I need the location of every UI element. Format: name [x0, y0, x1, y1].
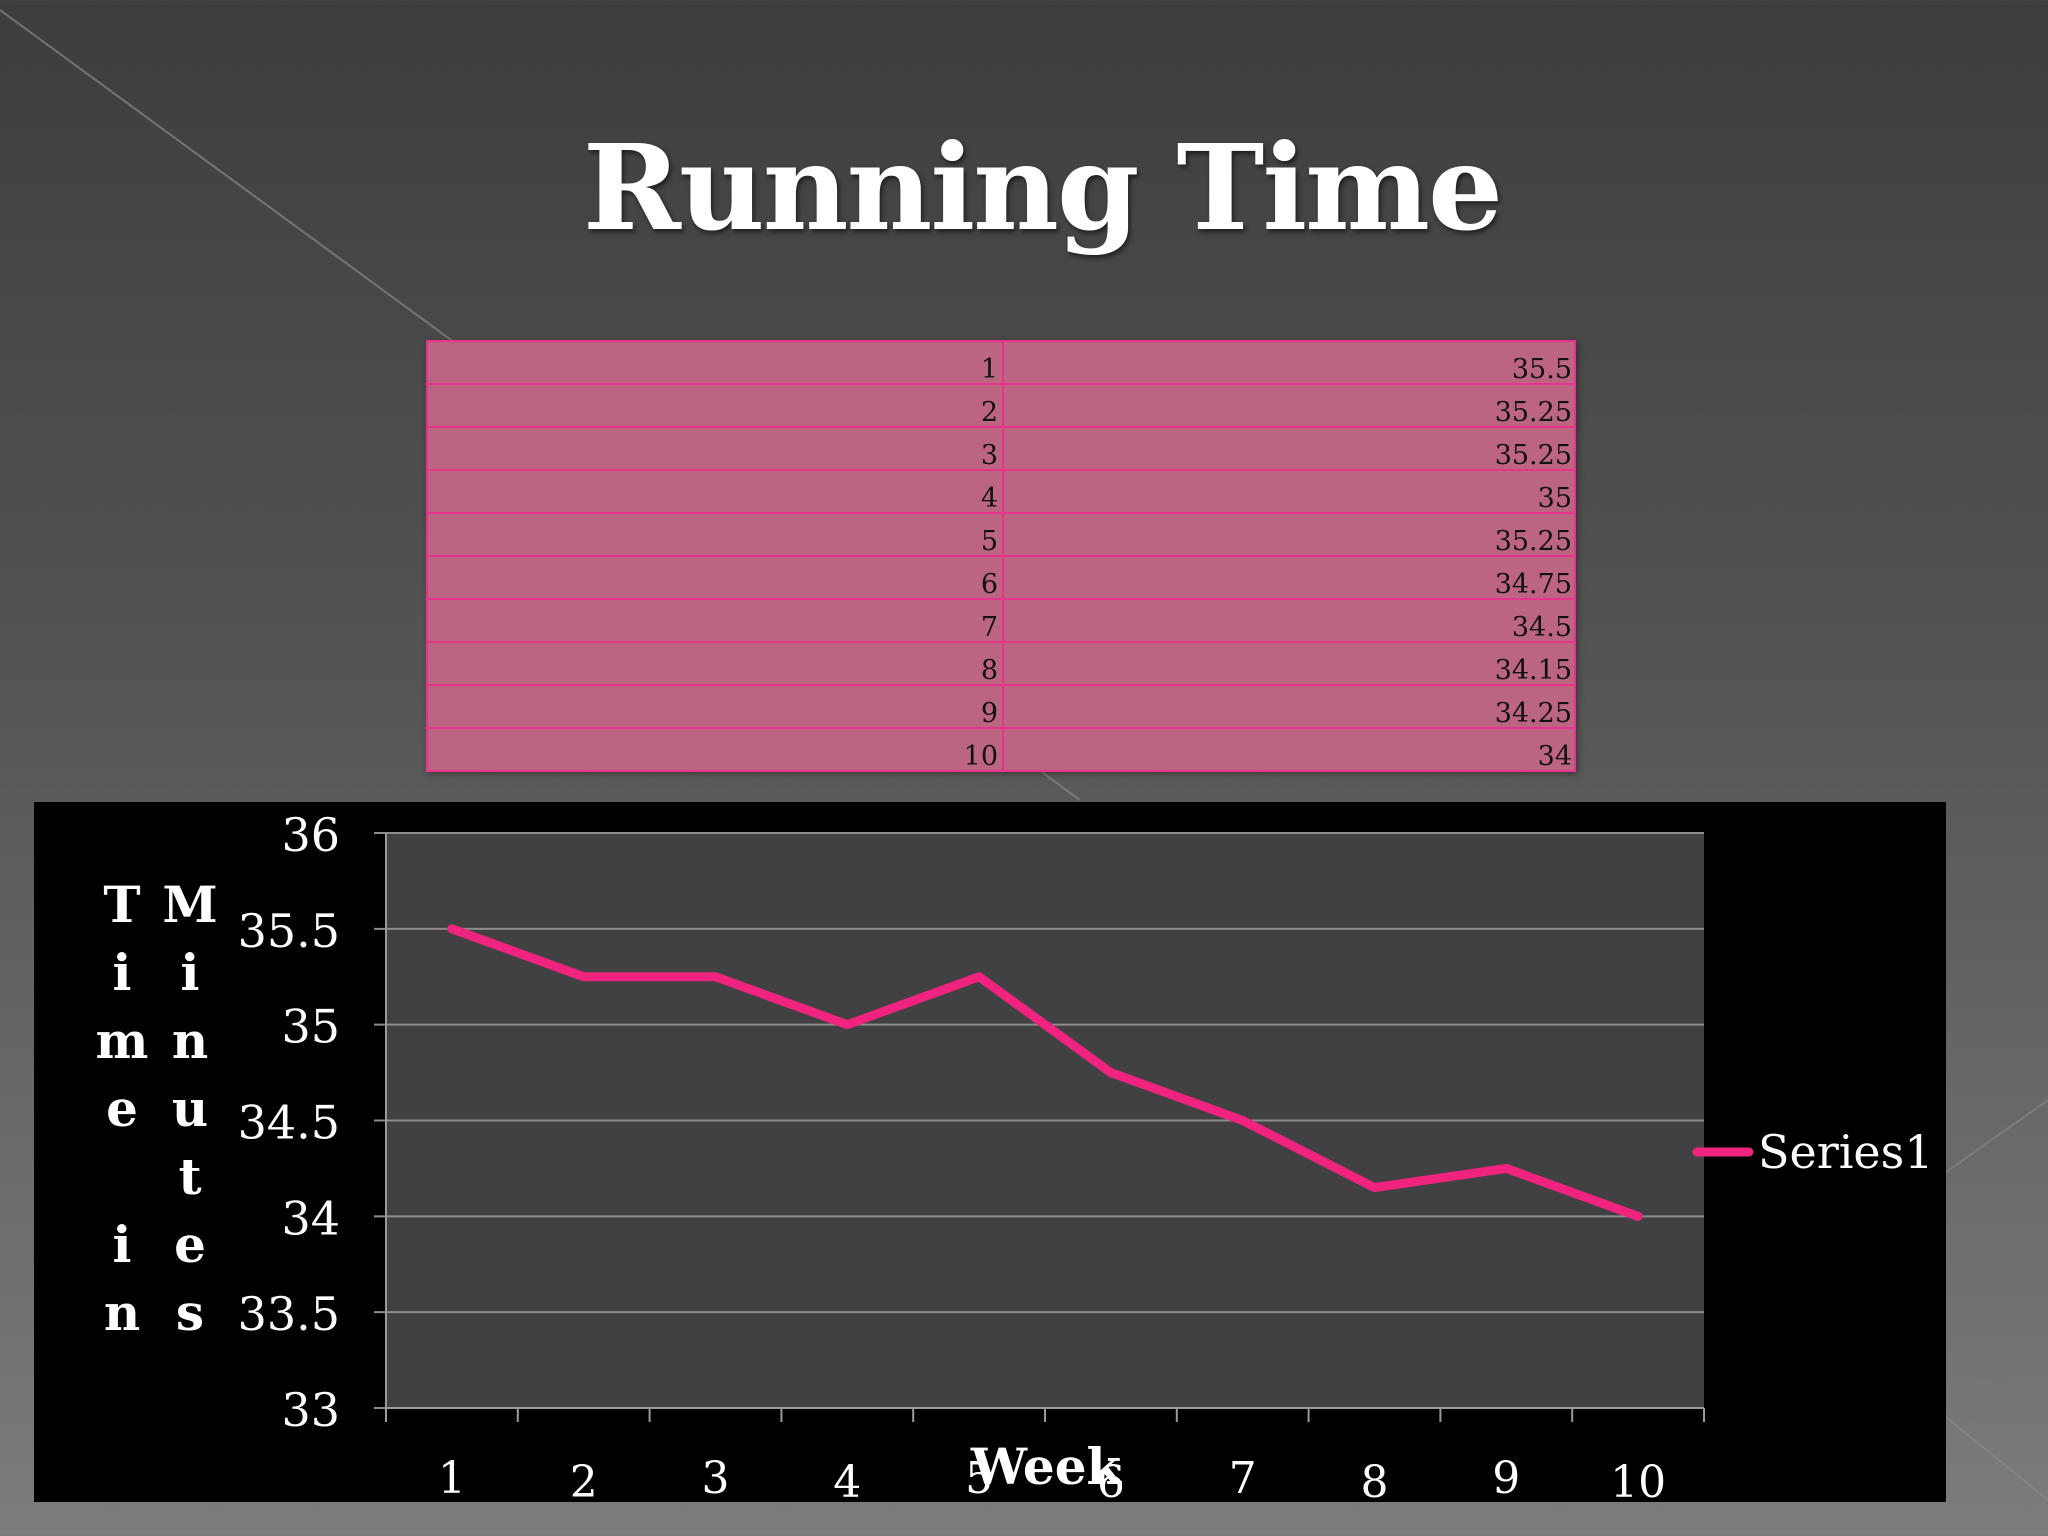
x-tick-label: 3 — [702, 1453, 730, 1502]
table-row: 9 34.25 — [428, 684, 1574, 729]
slide-title: Running Time — [582, 118, 1503, 257]
data-point — [1636, 1214, 1641, 1219]
table-cell-time: 34.15 — [1003, 641, 1574, 686]
y-tick-label: 36 — [281, 808, 340, 862]
table-cell-week: 8 — [428, 641, 1004, 686]
x-tick-label: 8 — [1361, 1457, 1389, 1502]
table-cell-time: 35 — [1003, 468, 1574, 513]
x-axis-title: Week — [970, 1437, 1123, 1496]
x-tick-label: 9 — [1492, 1453, 1520, 1502]
table-cell-week: 7 — [428, 598, 1004, 643]
table-cell-week: 10 — [428, 727, 1004, 770]
data-point — [449, 926, 454, 931]
table-cell-week: 5 — [428, 511, 1004, 556]
x-tick-label: 2 — [570, 1457, 598, 1502]
x-tick-label: 1 — [438, 1453, 466, 1502]
x-tick-label: 6 — [1097, 1457, 1125, 1502]
x-tick-label: 7 — [1229, 1453, 1257, 1502]
legend-label: Series1 — [1758, 1125, 1934, 1179]
data-point — [1240, 1118, 1245, 1123]
data-table: 1 35.5 2 35.25 3 35.25 4 35 5 35.25 6 34.75 7 34.5 8 34… — [426, 340, 1576, 772]
table-cell-week: 4 — [428, 468, 1004, 513]
table-cell-week: 6 — [428, 554, 1004, 600]
x-tick-label: 5 — [965, 1453, 993, 1502]
table-row: 1 35.5 — [428, 342, 1574, 384]
y-tick-label: 33 — [281, 1383, 340, 1437]
y-tick-label: 35.5 — [238, 904, 340, 958]
x-tick-label: 4 — [833, 1457, 861, 1502]
table-cell-week: 2 — [428, 382, 1004, 427]
table-cell-time: 35.25 — [1003, 425, 1574, 470]
data-point — [1108, 1070, 1113, 1075]
table-row: 7 34.5 — [428, 598, 1574, 643]
data-point — [845, 1022, 850, 1027]
y-tick-label: 35 — [281, 1000, 340, 1054]
data-point — [1504, 1166, 1509, 1171]
table-row: 4 35 — [428, 468, 1574, 513]
table-row: 5 35.25 — [428, 511, 1574, 556]
table-cell-time: 35.25 — [1003, 382, 1574, 427]
data-point — [581, 974, 586, 979]
y-tick-label: 34 — [281, 1191, 340, 1245]
table-cell-week: 1 — [428, 342, 1004, 384]
table-row: 10 34 — [428, 727, 1574, 770]
data-point — [1372, 1185, 1377, 1190]
table-cell-time: 34.75 — [1003, 554, 1574, 600]
data-point — [713, 974, 718, 979]
table-cell-time: 35.25 — [1003, 511, 1574, 556]
table-cell-week: 9 — [428, 684, 1004, 729]
table-row: 8 34.15 — [428, 641, 1574, 686]
table-row: 6 34.75 — [428, 554, 1574, 600]
table-cell-time: 35.5 — [1511, 353, 1572, 385]
data-point — [977, 974, 982, 979]
series-line — [447, 924, 1643, 1221]
table-row: 3 35.25 — [428, 425, 1574, 470]
table-row: 2 35.25 — [428, 382, 1574, 427]
y-tick-label: 34.5 — [238, 1096, 340, 1150]
table-cell-time: 34.5 — [1003, 598, 1574, 643]
x-tick-label: 10 — [1610, 1457, 1666, 1502]
table-cell-week: 3 — [428, 425, 1004, 470]
y-tick-label: 33.5 — [238, 1287, 340, 1341]
table-cell-time: 34 — [1003, 727, 1574, 770]
table-cell-time: 34.25 — [1003, 684, 1574, 729]
